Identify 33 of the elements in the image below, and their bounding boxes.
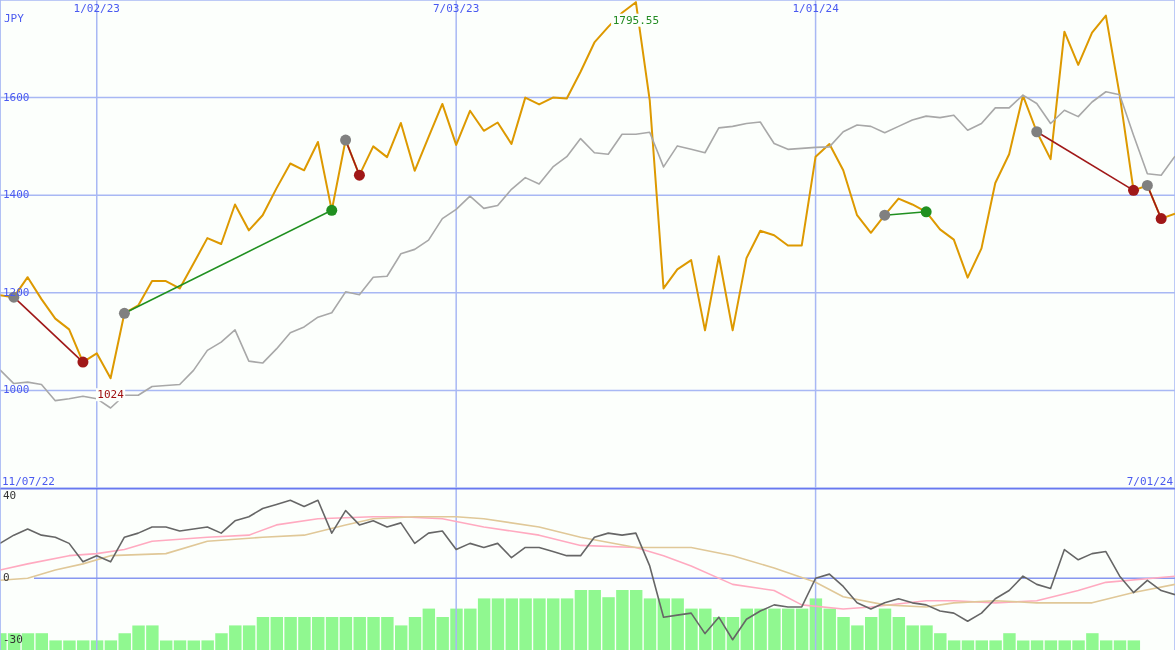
bar	[1044, 640, 1058, 650]
y-tick-label: 1400	[2, 188, 31, 203]
bar	[325, 617, 339, 650]
bar	[1030, 640, 1044, 650]
x-tick-label: 1/02/23	[73, 2, 120, 15]
line-series	[0, 499, 1175, 641]
annotation: 11/07/22	[2, 475, 55, 488]
bar	[491, 598, 505, 650]
annotation: 1795.55	[612, 13, 660, 27]
line-series	[0, 90, 1175, 409]
bar	[1113, 640, 1127, 650]
x-tick-label: 1/01/24	[792, 2, 840, 15]
x-tick-label: 7/03/23	[433, 2, 480, 15]
bar	[21, 633, 35, 650]
y-tick-label: 1600	[2, 90, 31, 105]
bar	[795, 608, 809, 650]
bar	[173, 640, 187, 650]
bar	[643, 598, 657, 650]
bar	[339, 617, 353, 650]
y-tick-label: 40	[2, 489, 18, 504]
bar	[1127, 640, 1141, 650]
bar	[878, 608, 892, 650]
y-tick-label: 1000	[2, 383, 31, 398]
y-tick-label: 0	[2, 571, 11, 586]
bar	[408, 617, 422, 650]
bar	[256, 617, 270, 650]
bar	[574, 590, 588, 650]
bar	[961, 640, 975, 650]
y-tick-label: -30	[2, 632, 24, 647]
annotation: 7/01/24	[1126, 475, 1173, 488]
bar	[560, 598, 574, 650]
annotation: 1024	[97, 388, 125, 402]
y-axis-title: JPY	[4, 12, 24, 25]
